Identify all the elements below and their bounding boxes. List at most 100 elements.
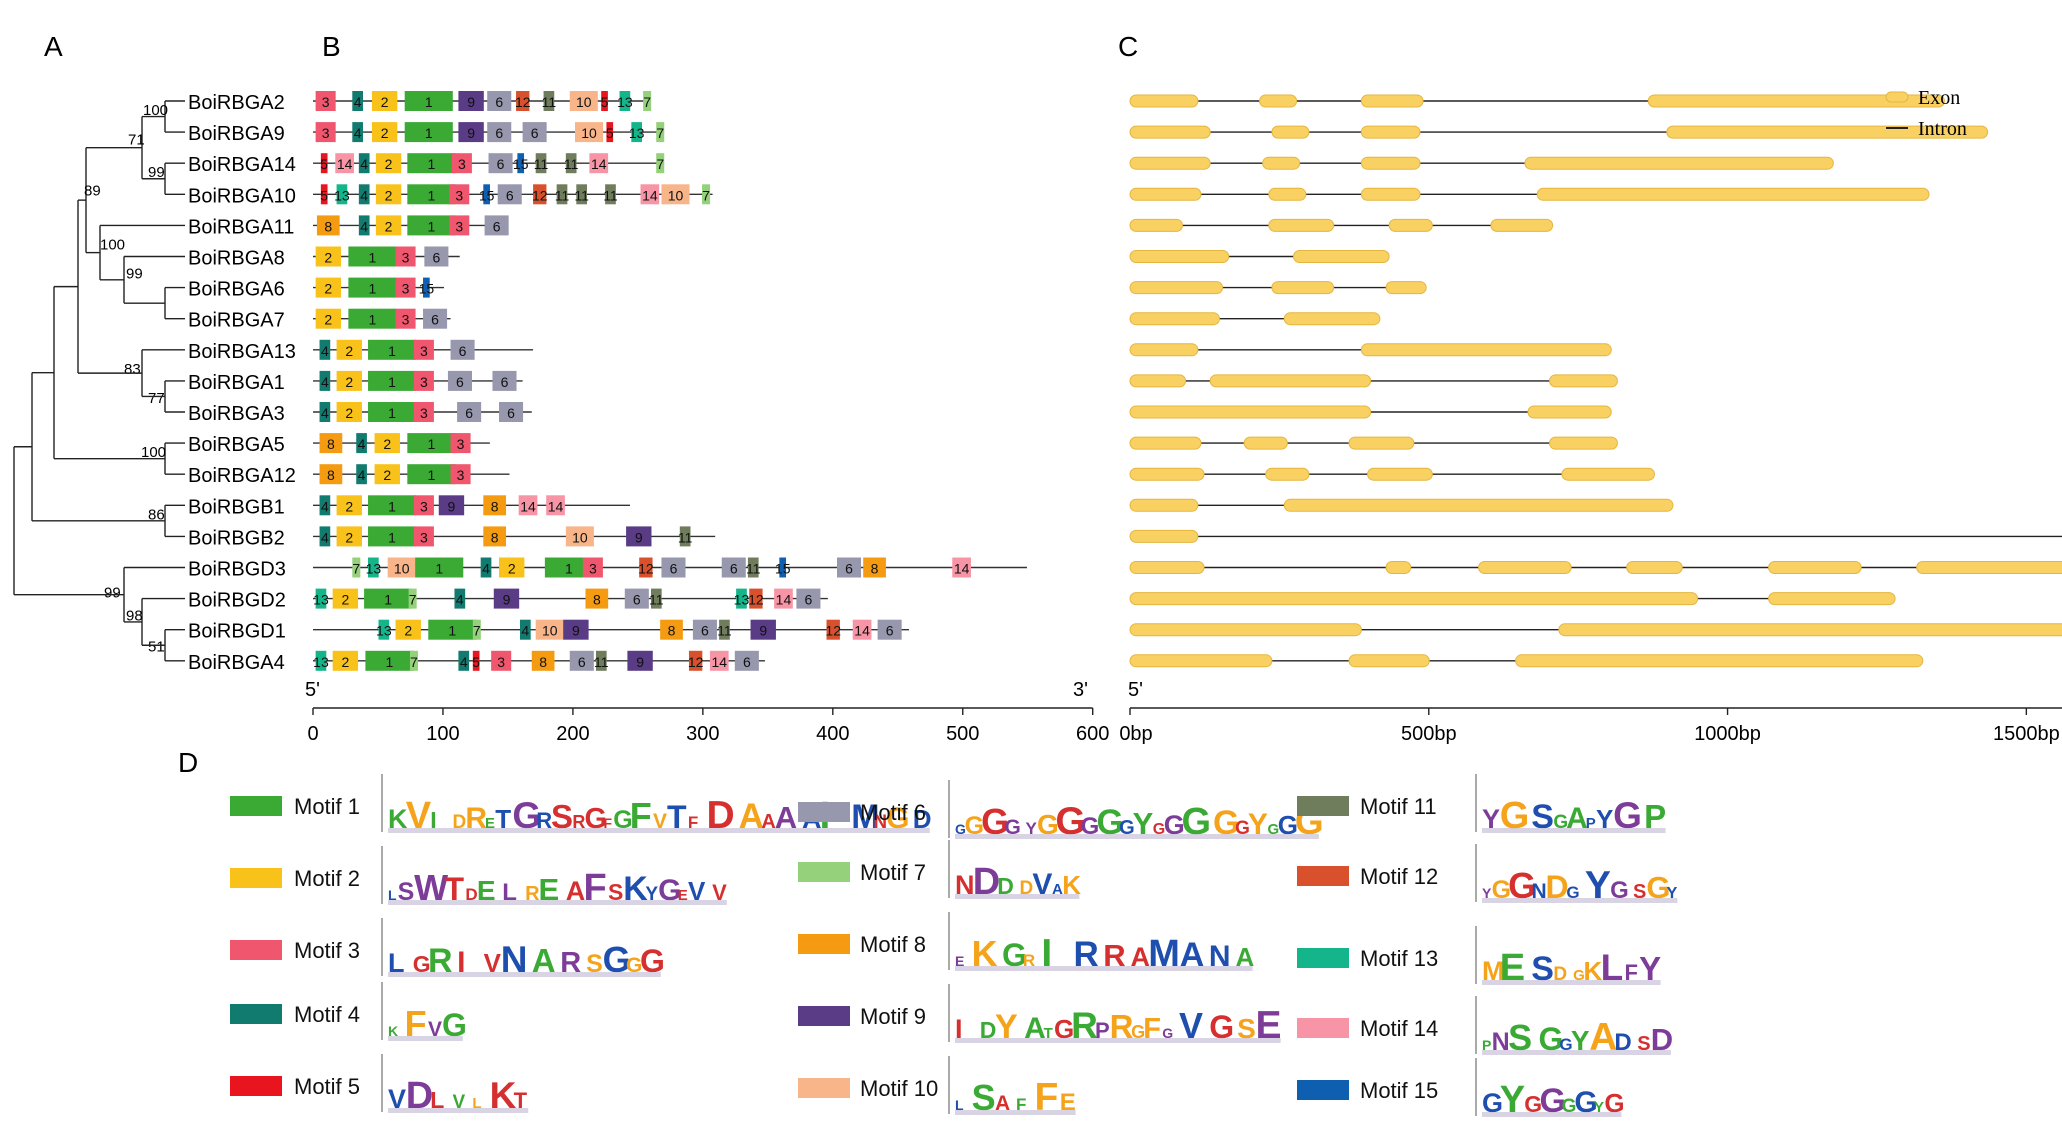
axis-5prime-label: 5' (305, 679, 320, 701)
motif-box: 3 (395, 308, 416, 329)
logo-letter: G (1562, 1096, 1577, 1117)
motif-box: 7 (656, 122, 664, 143)
motif-logo-legend: Motif 1KVIDRETGRSRGFGFVTFDAAAAIMNGDMotif… (230, 774, 1678, 1121)
logo-letter: I (457, 946, 465, 979)
motif-box: 2 (336, 526, 362, 547)
motif-box: 11 (534, 153, 549, 174)
motif-number: 4 (321, 343, 329, 359)
logo-letter: N (873, 812, 887, 833)
logo-letter: S (551, 798, 573, 835)
logo-letter: G (413, 951, 431, 977)
motif-box: 1 (364, 588, 413, 609)
motif-box: 2 (374, 464, 400, 485)
motif-structure-panel: 3 4 2 1 9 6 12 11 10 5 13 73 4 2 1 9 6 6 10 5 13 75 14 4 2 1 3 6 15 1… (313, 91, 1027, 671)
logo-letter: G (1566, 883, 1579, 902)
motif-number: 2 (404, 623, 412, 639)
bootstrap-label: 99 (104, 585, 121, 602)
motif-rect (457, 402, 482, 422)
logo-letter: R (525, 883, 540, 905)
exon-block (1348, 654, 1430, 668)
motif-box: 1 (407, 464, 456, 485)
logo-letter: Y (1482, 885, 1492, 901)
motif-box: 9 (626, 526, 652, 547)
logo-letter: Y (995, 1008, 1018, 1046)
motif-rect (319, 370, 331, 391)
gene-label: BoiRBGA11 (188, 216, 294, 238)
motif-rect (336, 495, 362, 516)
motif-box: 4 (358, 215, 370, 236)
motif-rect (480, 557, 492, 578)
motif-box: 13 (617, 91, 633, 111)
motif-box: 14 (335, 153, 354, 174)
motif-legend-item: Motif 3 L GR I V N A R S GGG (230, 918, 665, 980)
motif-rect (535, 153, 547, 174)
gene-label: BoiRBGA1 (188, 372, 285, 394)
motif-rect (352, 122, 363, 143)
logo-letter: F (630, 795, 652, 836)
logo-letter: G (1164, 810, 1185, 840)
motif-number: 1 (565, 561, 573, 577)
motif-rect (595, 650, 607, 671)
gene-length-axis: 0bp500bp1000bp1500bp2000bp2500bp3000bp5'… (1119, 679, 2062, 745)
logo-letter: A (532, 942, 556, 979)
motif-box: 7 (409, 650, 418, 671)
motif-number: 10 (394, 561, 410, 577)
motif-rect (631, 122, 643, 143)
sequence-logo: V DL V L KT (381, 1054, 529, 1117)
motif-rect (404, 122, 453, 143)
motif-legend-label: Motif 13 (1360, 946, 1438, 971)
exon-block (1129, 125, 1211, 139)
motif-number: 7 (409, 592, 417, 608)
motif-legend-label: Motif 8 (860, 932, 926, 957)
sequence-logo: NDD D V A K (948, 840, 1081, 903)
motif-number: 10 (581, 125, 597, 141)
motif-color-swatch (1297, 866, 1349, 886)
motif-box: 13 (376, 619, 392, 640)
exon-block (1243, 436, 1288, 450)
logo-letter: M (1482, 956, 1505, 986)
logo-letter: T (445, 871, 465, 907)
exon-block (1524, 156, 1834, 170)
motif-number: 2 (381, 94, 389, 110)
motif-box: 8 (585, 588, 609, 609)
sequence-logo: L S WT D E L RE AF S KY GE V V (381, 846, 727, 909)
motif-box: 5 (320, 153, 328, 174)
motif-rect (493, 588, 520, 609)
logo-letter: N (1532, 880, 1547, 903)
sequence-logo: E K GR I R R AM A N A (948, 912, 1254, 975)
motif-number: 3 (455, 187, 463, 203)
motif-color-swatch (1297, 796, 1349, 816)
logo-letter: S (1237, 1013, 1256, 1044)
axis-5prime-label: 5' (1128, 679, 1143, 701)
exon-block (1129, 187, 1202, 201)
motif-box: 10 (661, 184, 690, 205)
exon-block (1360, 94, 1424, 108)
motif-rect (356, 433, 367, 454)
motif-rect (458, 650, 470, 671)
motif-box: 2 (336, 402, 362, 422)
motif-box: 14 (852, 619, 872, 640)
exon-block (1209, 374, 1372, 388)
logo-letter: E (1060, 1089, 1076, 1116)
motif-rect (518, 495, 538, 516)
axis-tick-label: 0 (307, 723, 318, 745)
logo-letter: G (1153, 821, 1165, 838)
motif-rect (779, 557, 787, 578)
motif-box: 12 (748, 588, 764, 609)
motif-legend-label: Motif 4 (294, 1002, 360, 1027)
motif-rect (447, 370, 472, 391)
motif-number: 6 (701, 623, 709, 639)
motif-rect (374, 433, 400, 454)
motif-rect (569, 650, 594, 671)
motif-rect (374, 464, 400, 485)
logo-letter: L (430, 1087, 444, 1113)
motif-box: 6 (492, 370, 517, 391)
motif-rect (407, 433, 456, 454)
motif-number: 13 (313, 592, 329, 608)
motif-number: 2 (345, 529, 353, 545)
motif-rect (352, 557, 361, 578)
motif-rect (458, 91, 484, 111)
motif-number: 7 (473, 623, 481, 639)
bootstrap-label: 100 (141, 444, 166, 461)
